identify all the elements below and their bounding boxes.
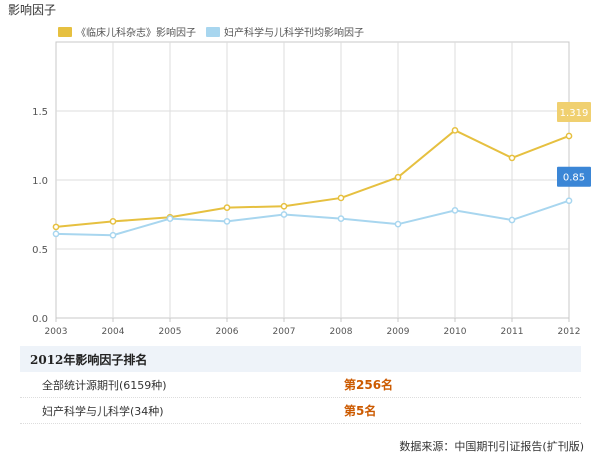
- line-chart: 0.0 0.5 1.0 1.5 2003 2004 2005 2006 2007 2008 2009…: [32, 41, 591, 337]
- data-point: [166, 215, 174, 222]
- data-point: [451, 126, 459, 134]
- data-point: [52, 230, 60, 238]
- legend-item-average[interactable]: 妇产科学与儿科学刊均影响因子: [206, 24, 364, 39]
- x-tick-label: 2005: [159, 327, 182, 337]
- value-callout-label: 0.85: [563, 173, 585, 184]
- legend-swatch-average: [206, 26, 220, 37]
- value-callout-label: 1.319: [560, 108, 589, 119]
- data-point: [109, 231, 117, 239]
- ranking-row: 全部统计源期刊(6159种) 第256名: [20, 372, 581, 398]
- ranking-row: 妇产科学与儿科学(34种) 第5名: [20, 397, 581, 424]
- page-title: 影响因子: [8, 3, 57, 17]
- data-point: [223, 204, 231, 211]
- x-tick-label: 2004: [102, 327, 125, 337]
- ranking-row-value: 第5名: [344, 397, 581, 424]
- x-tick-label: 2007: [273, 327, 296, 337]
- data-point: [508, 216, 516, 224]
- data-point: [280, 211, 288, 218]
- legend-label-average: 妇产科学与儿科学刊均影响因子: [224, 28, 364, 39]
- data-point: [223, 218, 231, 225]
- data-point: [508, 154, 516, 162]
- x-tick-label: 2008: [330, 327, 353, 337]
- x-tick-label: 2009: [387, 327, 410, 337]
- series-line: [55, 199, 570, 237]
- x-tick-label: 2006: [216, 327, 239, 337]
- x-tick-label: 2010: [444, 327, 467, 337]
- value-callout: [557, 166, 591, 187]
- data-point: [565, 132, 573, 140]
- data-point: [394, 220, 402, 228]
- value-callout: [557, 101, 591, 122]
- ranking-row-name: 全部统计源期刊(6159种): [20, 372, 344, 398]
- data-point: [52, 223, 60, 231]
- ranking-title: 2012年影响因子排名: [20, 346, 581, 372]
- ranking-row-name: 妇产科学与儿科学(34种): [20, 397, 344, 424]
- x-tick-label: 2011: [501, 327, 524, 337]
- data-point: [109, 218, 117, 225]
- legend-swatch-journal: [58, 26, 72, 37]
- ranking-table: 2012年影响因子排名 全部统计源期刊(6159种) 第256名 妇产科学与儿科…: [20, 346, 581, 424]
- data-point: [337, 194, 345, 202]
- ranking-header: 2012年影响因子排名: [20, 346, 581, 372]
- data-point: [280, 202, 288, 210]
- ranking-row-value: 第256名: [344, 372, 581, 398]
- y-tick-label: 0.5: [32, 245, 48, 256]
- legend-label-journal: 《临床儿科杂志》影响因子: [76, 28, 196, 39]
- data-point: [337, 215, 345, 222]
- y-tick-label: 0.0: [32, 314, 48, 325]
- data-point: [565, 197, 573, 205]
- x-tick-label: 2003: [45, 327, 68, 337]
- x-tick-label: 2012: [558, 327, 581, 337]
- series-line: [55, 129, 570, 228]
- data-point: [451, 207, 459, 214]
- legend-item-journal[interactable]: 《临床儿科杂志》影响因子: [58, 24, 196, 39]
- y-tick-label: 1.0: [32, 176, 48, 187]
- y-tick-label: 1.5: [32, 107, 48, 118]
- data-point: [394, 173, 402, 181]
- chart-legend: 《临床儿科杂志》影响因子 妇产科学与儿科学刊均影响因子: [58, 24, 374, 39]
- data-source-note: 数据来源：中国期刊引证报告(扩刊版): [399, 440, 584, 453]
